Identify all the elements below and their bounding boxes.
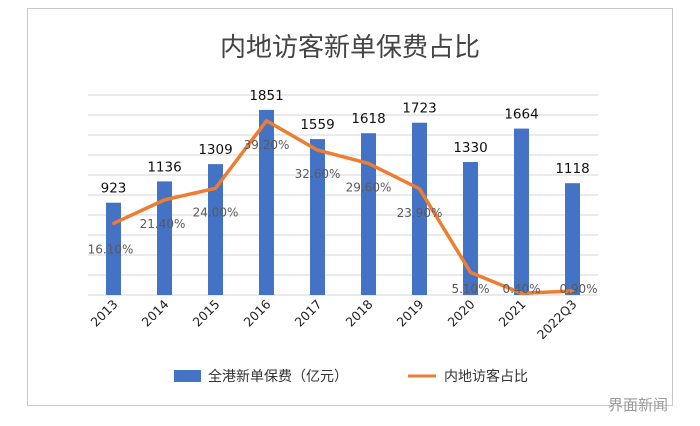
x-tick-2018: 2018	[343, 296, 376, 329]
x-tick-2021: 2021	[496, 297, 529, 330]
bar-2019	[412, 122, 427, 295]
pct-label-2013: 16.10%	[88, 242, 134, 256]
bar-label-2017: 1559	[300, 117, 334, 133]
bar-label-2013: 923	[101, 181, 127, 197]
x-tick-2020: 2020	[445, 296, 478, 329]
line-point-2013	[112, 221, 115, 225]
pct-label-2014: 21.40%	[140, 217, 186, 231]
bar-2015	[208, 164, 223, 295]
bar-2016	[259, 109, 274, 296]
x-tick-2022Q3: 2022Q3	[534, 297, 580, 343]
line-series	[112, 119, 573, 295]
bar-2014	[157, 181, 172, 295]
bar-label-2015: 1309	[198, 142, 232, 158]
chart-title: 内地访客新单保费占比	[220, 33, 480, 63]
legend-label-bars: 全港新单保费（亿元）	[208, 368, 348, 385]
bar-label-2014: 1136	[147, 159, 181, 175]
x-tick-2014: 2014	[139, 296, 172, 329]
bar-label-2018: 1618	[351, 111, 385, 127]
legend: 全港新单保费（亿元） 内地访客占比	[174, 368, 528, 385]
pct-label-2018: 29.60%	[346, 180, 392, 194]
pct-label-2022Q3: 0.90%	[559, 282, 597, 296]
line-point-2018	[367, 161, 370, 165]
x-tick-2019: 2019	[394, 296, 427, 329]
x-tick-2013: 2013	[88, 297, 121, 330]
legend-swatch-bars	[174, 370, 201, 382]
bar-label-2021: 1664	[504, 107, 538, 123]
line-point-2022Q3	[571, 289, 574, 293]
bar-2017	[310, 139, 325, 295]
line-point-2015	[214, 186, 217, 190]
x-tick-2015: 2015	[190, 297, 223, 330]
line-point-2014	[163, 198, 166, 202]
pct-label-2016: 39.20%	[244, 138, 290, 152]
bar-label-2020: 1330	[453, 140, 487, 156]
bar-2022Q3	[565, 183, 580, 295]
x-tick-2016: 2016	[241, 296, 274, 329]
bar-2021	[514, 128, 529, 295]
bar-2013	[106, 202, 121, 295]
bar-label-2022Q3: 1118	[555, 161, 589, 177]
line-point-2019	[418, 187, 421, 191]
pct-label-2020: 5.10%	[451, 282, 489, 296]
pct-label-2021: 0.40%	[502, 282, 540, 296]
line-point-2016	[265, 119, 268, 123]
watermark: 界面新闻	[608, 396, 669, 414]
pct-label-2017: 32.60%	[295, 167, 341, 181]
bar-2020	[463, 162, 478, 295]
line-point-2020	[469, 270, 472, 274]
bar-label-2019: 1723	[402, 101, 436, 117]
line-point-2017	[316, 148, 319, 152]
bar-label-2016: 1851	[249, 88, 283, 104]
pct-label-2015: 24.00%	[193, 205, 239, 219]
line-point-2021	[520, 291, 523, 295]
x-tick-2017: 2017	[292, 297, 325, 330]
legend-label-line: 内地访客占比	[444, 368, 528, 385]
pct-label-2019: 23.90%	[397, 206, 443, 220]
bar-2018	[361, 133, 376, 295]
